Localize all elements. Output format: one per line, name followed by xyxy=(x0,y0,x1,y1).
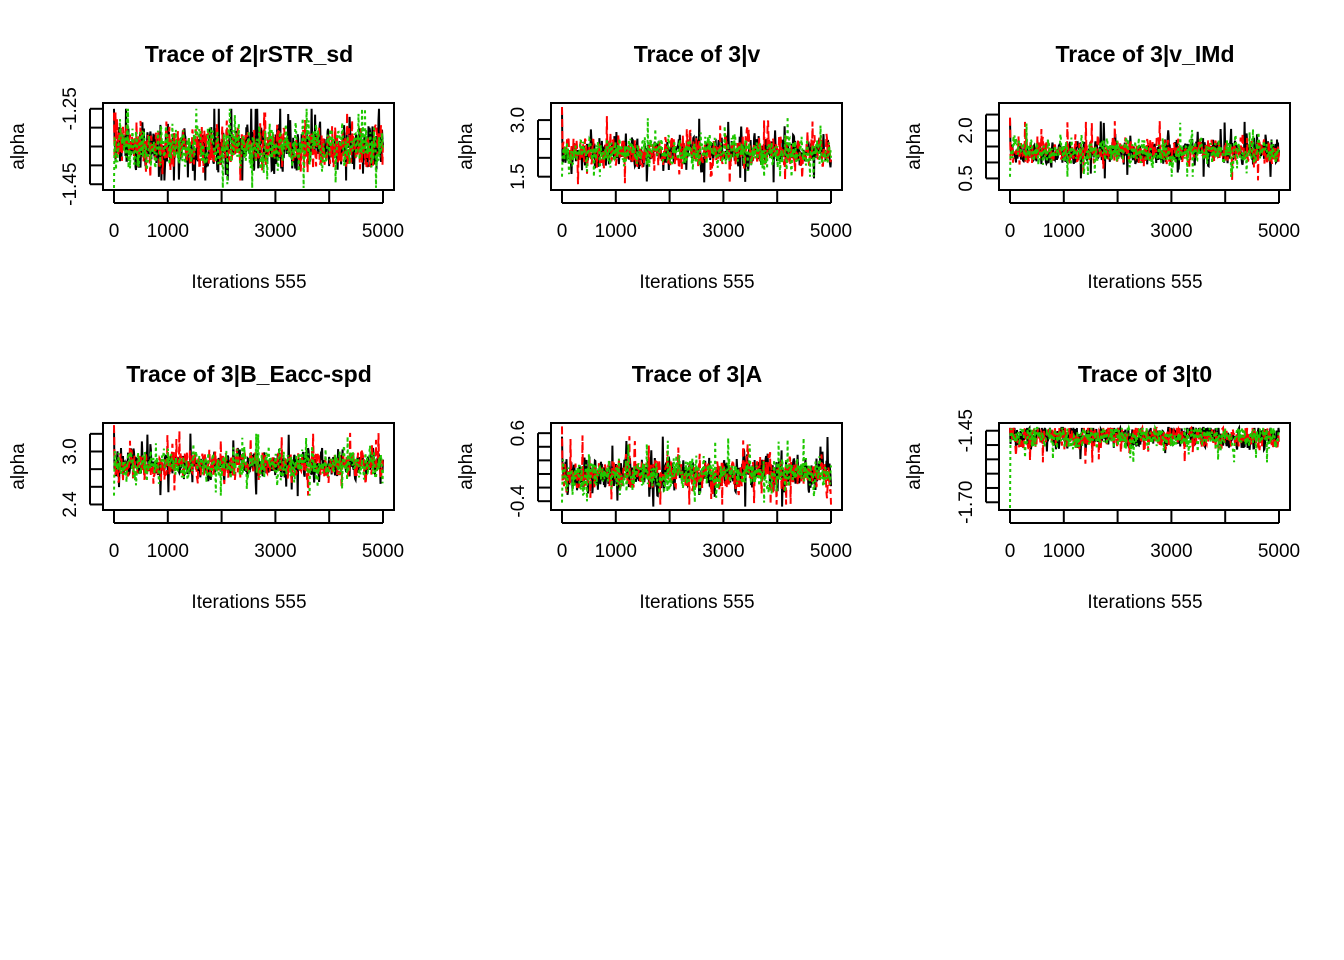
trace-line-chain-2 xyxy=(561,106,832,185)
x-tick-label: 1000 xyxy=(595,541,637,562)
x-axis-label: Iterations 555 xyxy=(639,272,754,293)
traces xyxy=(561,106,832,185)
y-axis-label: alpha xyxy=(904,443,925,490)
trace-panel: Trace of 3|A alpha Iterations 555 -0.4 0.6 0 1… xyxy=(456,361,852,613)
x-axis: 0 1000 3000 5000 xyxy=(109,190,404,242)
traces xyxy=(1009,117,1280,181)
x-axis: 0 1000 3000 5000 xyxy=(1005,190,1300,242)
x-axis-label: Iterations 555 xyxy=(1087,592,1202,613)
x-tick-label: 0 xyxy=(1005,541,1016,562)
x-tick-label: 0 xyxy=(109,221,120,242)
y-tick-label: -1.70 xyxy=(956,481,977,524)
x-axis-label: Iterations 555 xyxy=(191,272,306,293)
trace-line-chain-3 xyxy=(113,433,384,496)
y-axis: 1.5 3.0 xyxy=(508,107,551,190)
panel-title: Trace of 3|A xyxy=(632,361,762,387)
trace-line-chain-3 xyxy=(1009,122,1280,177)
y-tick-label: 3.0 xyxy=(508,107,529,133)
trace-line-chain-3 xyxy=(113,108,384,189)
plot-box xyxy=(998,422,1291,511)
x-tick-label: 0 xyxy=(557,541,568,562)
panel-title: Trace of 3|B_Eacc-spd xyxy=(126,361,372,387)
panel-title: Trace of 3|v_IMd xyxy=(1055,41,1234,67)
traces xyxy=(561,426,832,507)
trace-line-chain-3 xyxy=(1009,423,1280,509)
trace-line-chain-3 xyxy=(561,116,832,177)
y-axis-label: alpha xyxy=(456,123,477,170)
trace-line-chain-3 xyxy=(561,438,832,503)
x-axis: 0 1000 3000 5000 xyxy=(109,510,404,562)
traces xyxy=(113,108,384,189)
y-axis: 2.4 3.0 xyxy=(60,432,103,518)
trace-line-chain-2 xyxy=(1009,117,1280,181)
x-tick-label: 0 xyxy=(1005,221,1016,242)
y-axis-label: alpha xyxy=(8,123,29,170)
x-tick-label: 3000 xyxy=(702,541,744,562)
y-tick-label: -1.25 xyxy=(60,87,81,130)
x-tick-label: 0 xyxy=(557,221,568,242)
y-tick-label: 0.6 xyxy=(508,420,529,446)
x-tick-label: 5000 xyxy=(810,541,852,562)
x-tick-label: 1000 xyxy=(147,221,189,242)
x-tick-label: 3000 xyxy=(1150,221,1192,242)
x-axis-label: Iterations 555 xyxy=(1087,272,1202,293)
y-axis-label: alpha xyxy=(904,123,925,170)
x-tick-label: 1000 xyxy=(595,221,637,242)
traces xyxy=(113,425,384,497)
y-axis: -1.70 -1.45 xyxy=(956,409,999,524)
y-axis-label: alpha xyxy=(456,443,477,490)
x-axis: 0 1000 3000 5000 xyxy=(557,190,852,242)
x-axis: 0 1000 3000 5000 xyxy=(1005,510,1300,562)
x-tick-label: 0 xyxy=(109,541,120,562)
y-tick-label: 0.5 xyxy=(956,165,977,191)
y-tick-label: 2.0 xyxy=(956,117,977,143)
x-tick-label: 1000 xyxy=(147,541,189,562)
plot-box xyxy=(550,422,843,511)
trace-line-chain-2 xyxy=(1009,423,1280,464)
plot-box xyxy=(102,422,395,511)
x-tick-label: 5000 xyxy=(362,221,404,242)
y-tick-label: -1.45 xyxy=(60,163,81,206)
panel-title: Trace of 3|v xyxy=(634,41,761,67)
x-tick-label: 3000 xyxy=(1150,541,1192,562)
y-tick-label: 3.0 xyxy=(60,438,81,464)
trace-panel: Trace of 3|v alpha Iterations 555 1.5 3.0 0 10… xyxy=(456,41,852,293)
x-tick-label: 3000 xyxy=(254,541,296,562)
x-tick-label: 3000 xyxy=(702,221,744,242)
x-axis: 0 1000 3000 5000 xyxy=(557,510,852,562)
x-tick-label: 5000 xyxy=(362,541,404,562)
x-tick-label: 3000 xyxy=(254,221,296,242)
y-axis-label: alpha xyxy=(8,443,29,490)
panel-title: Trace of 3|t0 xyxy=(1078,361,1212,387)
x-tick-label: 1000 xyxy=(1043,541,1085,562)
y-axis: -0.4 0.6 xyxy=(508,420,551,518)
x-tick-label: 1000 xyxy=(1043,221,1085,242)
y-tick-label: -1.45 xyxy=(956,409,977,452)
y-tick-label: -0.4 xyxy=(508,484,529,517)
x-tick-label: 5000 xyxy=(810,221,852,242)
x-tick-label: 5000 xyxy=(1258,541,1300,562)
x-tick-label: 5000 xyxy=(1258,221,1300,242)
x-axis-label: Iterations 555 xyxy=(639,592,754,613)
y-axis: 0.5 2.0 xyxy=(956,113,999,192)
panel-title: Trace of 2|rSTR_sd xyxy=(145,41,353,67)
y-tick-label: 1.5 xyxy=(508,163,529,189)
y-tick-label: 2.4 xyxy=(60,491,81,518)
y-axis: -1.45 -1.25 xyxy=(60,87,103,206)
x-axis-label: Iterations 555 xyxy=(191,592,306,613)
plot-box xyxy=(550,102,843,191)
traces xyxy=(1009,423,1280,509)
